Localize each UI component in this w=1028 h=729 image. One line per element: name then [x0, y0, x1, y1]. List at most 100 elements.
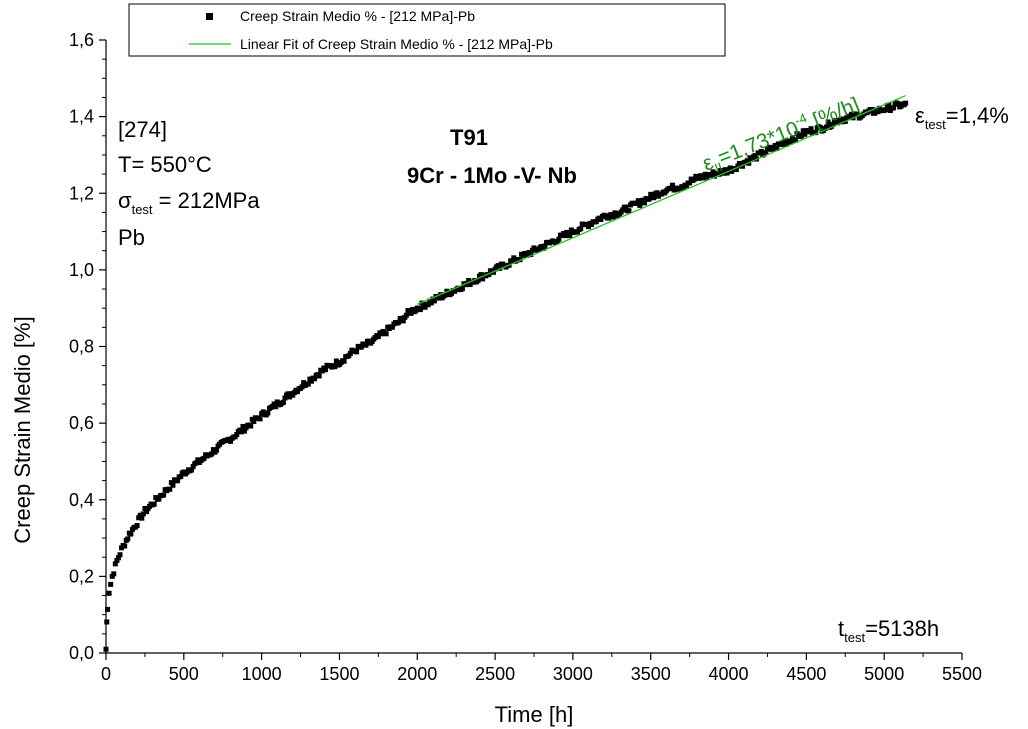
data-point	[509, 258, 515, 264]
data-point	[813, 130, 819, 136]
data-point	[285, 391, 291, 397]
data-point	[542, 243, 548, 249]
data-point	[638, 200, 644, 206]
data-point	[112, 561, 118, 567]
data-point	[719, 168, 725, 174]
data-point	[332, 364, 338, 370]
data-point	[122, 543, 128, 549]
data-point	[143, 509, 149, 515]
data-point	[788, 139, 794, 145]
stress-symbol: σ	[118, 188, 132, 213]
data-point	[274, 399, 280, 405]
data-point	[168, 480, 174, 486]
data-point	[248, 423, 254, 429]
data-point	[396, 319, 402, 325]
data-point	[486, 272, 492, 278]
stress-subscript: test	[132, 202, 153, 217]
data-point	[578, 226, 584, 232]
data-point	[184, 469, 190, 475]
legend-box	[128, 3, 726, 57]
x-tick-label: 2500	[475, 664, 515, 684]
legend-label-fit: Linear Fit of Creep Strain Medio % - [21…	[240, 36, 553, 52]
y-tick-label: 1,4	[69, 107, 94, 127]
data-point	[670, 182, 676, 188]
data-point	[422, 304, 428, 310]
annotation-test-time: ttest=5138h	[838, 616, 939, 645]
data-point	[696, 175, 702, 181]
data-point	[108, 581, 114, 587]
y-tick-label: 0,6	[69, 413, 94, 433]
data-point	[612, 210, 618, 216]
data-point	[800, 128, 806, 134]
data-point	[316, 373, 322, 379]
data-point	[722, 167, 728, 173]
data-point	[480, 276, 486, 282]
data-point	[883, 107, 889, 113]
data-point	[442, 292, 448, 298]
data-point	[142, 505, 148, 511]
data-point	[175, 478, 181, 484]
data-point	[729, 168, 735, 174]
data-point	[436, 295, 442, 301]
data-point	[273, 404, 279, 410]
y-tick-label: 0,4	[69, 490, 94, 510]
data-point	[375, 334, 381, 340]
fit-value: =1,73*10	[715, 117, 802, 169]
data-point	[417, 307, 423, 313]
data-point	[886, 102, 892, 108]
data-point	[190, 464, 196, 470]
data-point	[271, 401, 277, 407]
annotation-stress: σtest = 212MPa	[118, 188, 260, 217]
data-point	[210, 447, 216, 453]
data-point	[495, 263, 501, 269]
data-point	[238, 429, 244, 435]
legend: Creep Strain Medio % - [212 MPa]-Pb Line…	[128, 3, 726, 57]
x-tick-label: 4000	[709, 664, 749, 684]
data-point	[257, 416, 263, 422]
x-tick-label: 500	[169, 664, 199, 684]
data-point	[771, 146, 777, 152]
data-point	[305, 381, 311, 387]
y-tick-label: 1,6	[69, 30, 94, 50]
data-point	[475, 278, 481, 284]
data-point	[817, 125, 823, 131]
data-point	[606, 215, 612, 221]
data-point	[140, 511, 146, 517]
data-point	[623, 204, 629, 210]
data-point	[308, 378, 314, 384]
data-point	[774, 146, 780, 152]
data-point	[642, 200, 648, 206]
stress-value: = 212MPa	[153, 188, 261, 213]
annotation-medium: Pb	[118, 225, 145, 250]
data-point	[726, 168, 732, 174]
y-tick-label: 0,2	[69, 566, 94, 586]
annotation-reference: [274]	[118, 117, 167, 142]
data-point	[170, 482, 176, 488]
data-point	[234, 432, 240, 438]
data-point	[763, 150, 769, 156]
data-point	[399, 315, 405, 321]
data-point	[724, 170, 730, 176]
y-tick-label: 0,0	[69, 643, 94, 663]
data-point	[654, 190, 660, 196]
data-point	[875, 109, 881, 115]
data-point	[459, 286, 465, 292]
data-point	[783, 141, 789, 147]
data-point	[637, 202, 643, 208]
data-point	[294, 389, 300, 395]
data-point	[806, 129, 812, 135]
data-point	[201, 455, 207, 461]
data-point	[691, 176, 697, 182]
legend-label-data: Creep Strain Medio % - [212 MPa]-Pb	[240, 8, 475, 24]
data-point	[167, 486, 173, 492]
x-tick-label: 4500	[786, 664, 826, 684]
data-point	[727, 165, 733, 171]
data-point	[319, 368, 325, 374]
final-strain-value: =1,4%	[946, 103, 1009, 128]
data-point	[214, 447, 220, 453]
data-point	[193, 460, 199, 466]
data-point	[567, 233, 573, 239]
data-point	[282, 395, 288, 401]
data-point	[114, 558, 120, 564]
